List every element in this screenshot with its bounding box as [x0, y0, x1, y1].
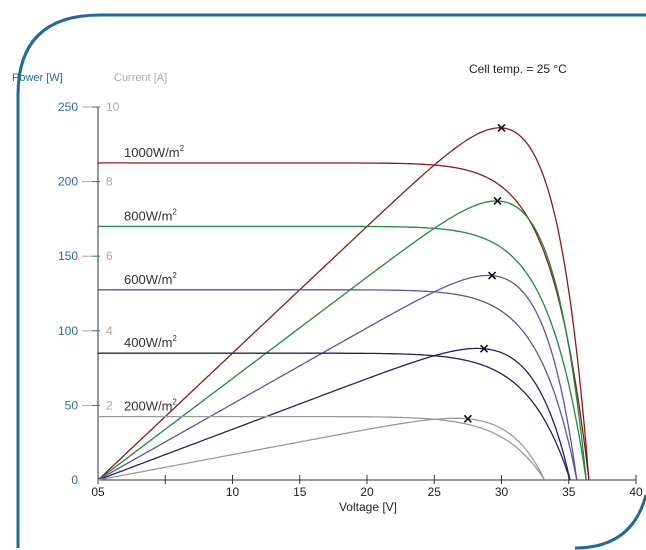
- current-tick-label: 10: [106, 100, 120, 114]
- power-tick-label: 250: [58, 100, 78, 114]
- iv-curve-0: [98, 162, 590, 481]
- irradiance-label-sup: 2: [180, 144, 185, 153]
- irradiance-label-sup: 2: [172, 398, 177, 407]
- current-tick-label: 6: [106, 249, 113, 263]
- power-tick-label: 150: [58, 249, 78, 263]
- cell-temp-annotation: Cell temp. = 25 °C: [469, 62, 567, 76]
- irradiance-label-0: 1000W/m2: [124, 144, 185, 160]
- current-tick-label: 2: [106, 398, 113, 412]
- irradiance-label-4: 200W/m2: [124, 398, 177, 414]
- irradiance-label-sup: 2: [172, 334, 177, 343]
- chart-frame-corner: [574, 494, 646, 550]
- current-tick-label: 8: [106, 175, 113, 189]
- x-tick-label: 40: [629, 485, 643, 499]
- mpp-marker-4: [463, 414, 472, 423]
- x-tick-label: 25: [428, 485, 442, 499]
- power-tick-label: 50: [65, 398, 79, 412]
- power-tick-label: 0: [71, 473, 78, 487]
- power-tick-label: 200: [58, 175, 78, 189]
- iv-curve-1: [98, 225, 587, 481]
- iv-curve-2: [98, 289, 578, 481]
- x-tick-label: 15: [293, 485, 307, 499]
- irradiance-label-sup: 2: [172, 207, 177, 216]
- power-curve-2: [97, 274, 578, 481]
- x-tick-label: 35: [562, 485, 576, 499]
- irradiance-label-text: 200W/m: [124, 399, 172, 414]
- power-axis-title: Power [W]: [12, 72, 63, 84]
- x-tick-label: 05: [91, 485, 105, 499]
- x-axis-title: Voltage [V]: [339, 500, 397, 514]
- power-curve-0: [97, 127, 590, 481]
- current-tick-label: 4: [106, 324, 113, 338]
- chart-frame: [16, 13, 646, 548]
- iv-curve-4: [98, 415, 546, 481]
- iv-curve-3: [98, 352, 571, 481]
- irradiance-label-3: 400W/m2: [124, 334, 177, 350]
- irradiance-label-text: 1000W/m: [124, 145, 180, 160]
- current-axis-title: Current [A]: [114, 72, 167, 84]
- irradiance-label-text: 800W/m: [124, 208, 172, 223]
- x-tick-label: 10: [226, 485, 240, 499]
- irradiance-label-2: 600W/m2: [124, 271, 177, 287]
- mpp-marker-2: [488, 271, 497, 280]
- irradiance-label-1: 800W/m2: [124, 207, 177, 223]
- mpp-marker-3: [479, 344, 489, 353]
- power-tick-label: 100: [58, 324, 78, 338]
- power-curve-1: [97, 200, 587, 481]
- power-curve-4: [97, 417, 546, 481]
- irradiance-label-sup: 2: [172, 271, 177, 280]
- irradiance-label-text: 600W/m: [124, 272, 172, 287]
- irradiance-label-text: 400W/m: [124, 335, 172, 350]
- mpp-marker-1: [493, 196, 502, 206]
- x-tick-label: 20: [360, 485, 374, 499]
- x-tick-label: 30: [495, 485, 509, 499]
- power-curve-3: [97, 347, 571, 481]
- mpp-marker-0: [497, 123, 506, 132]
